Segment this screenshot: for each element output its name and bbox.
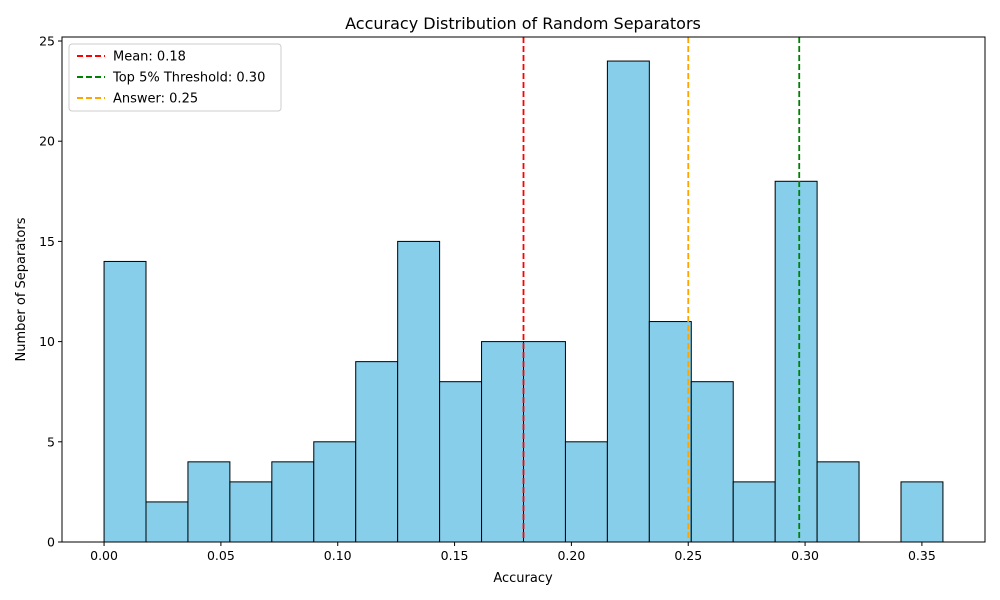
histogram-bar <box>481 341 524 543</box>
histogram-bar <box>732 481 776 543</box>
y-tick-label: 10 <box>39 334 55 349</box>
x-axis-label: Accuracy <box>493 571 553 586</box>
histogram-bar <box>313 441 357 543</box>
histogram-bar <box>900 481 944 543</box>
histogram-bar <box>355 361 399 543</box>
histogram-bar <box>523 341 566 543</box>
bars-group <box>103 60 944 543</box>
histogram-bar <box>187 461 231 543</box>
y-tick-label: 15 <box>39 234 55 249</box>
x-tick-label: 0.00 <box>90 548 118 563</box>
histogram-bar <box>229 481 273 543</box>
x-tick-label: 0.20 <box>557 548 585 563</box>
histogram-bar <box>145 501 189 543</box>
x-axis-ticks: 0.00 0.05 0.10 0.15 0.20 0.25 0.30 0.35 <box>90 542 936 563</box>
chart-title: Accuracy Distribution of Random Separato… <box>345 14 701 33</box>
x-tick-label: 0.10 <box>324 548 352 563</box>
histogram-bar <box>690 381 734 543</box>
x-tick-label: 0.25 <box>674 548 702 563</box>
histogram-bar <box>774 180 818 543</box>
histogram-bar <box>271 461 315 543</box>
y-tick-label: 5 <box>47 434 55 449</box>
x-tick-label: 0.30 <box>791 548 819 563</box>
y-tick-label: 25 <box>39 34 55 49</box>
histogram-bar <box>397 240 441 543</box>
histogram-bar <box>816 461 860 543</box>
legend-label-answer: Answer: 0.25 <box>113 92 198 107</box>
reference-lines-group <box>522 37 801 542</box>
y-axis-ticks: 0 5 10 15 20 25 <box>39 34 62 550</box>
histogram-bar <box>606 60 650 543</box>
histogram-bar <box>439 381 483 543</box>
legend-frame <box>68 43 282 112</box>
y-tick-label: 0 <box>47 535 55 550</box>
legend-label-threshold: Top 5% Threshold: 0.30 <box>112 71 265 86</box>
histogram-bar <box>103 260 147 543</box>
x-tick-label: 0.05 <box>207 548 235 563</box>
histogram-bar <box>648 321 692 543</box>
plot-frame <box>61 36 986 543</box>
legend-label-mean: Mean: 0.18 <box>113 50 186 65</box>
x-tick-label: 0.15 <box>441 548 469 563</box>
legend: Mean: 0.18 Top 5% Threshold: 0.30 Answer… <box>68 43 282 112</box>
x-tick-label: 0.35 <box>908 548 936 563</box>
y-axis-label: Number of Separators <box>14 217 29 361</box>
y-tick-label: 20 <box>39 134 55 149</box>
histogram-bar <box>564 441 608 543</box>
